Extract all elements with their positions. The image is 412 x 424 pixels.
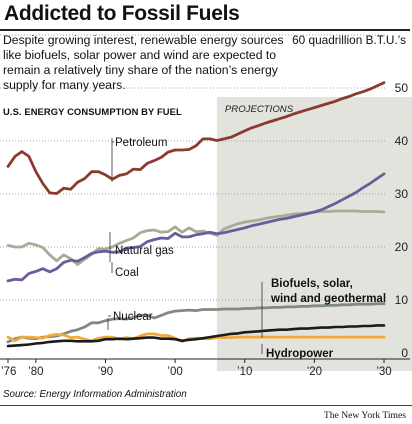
y-tick-label: 40 [395, 134, 409, 148]
x-tick-label: ’20 [307, 366, 322, 378]
label-natural-gas: Natural gas [115, 245, 174, 257]
series-line-natural-gas [6, 209, 386, 266]
chart-title: Addicted to Fossil Fuels [4, 2, 240, 25]
footer-rule [0, 405, 412, 406]
x-tick-label: ’00 [167, 366, 182, 378]
label-coal: Coal [115, 267, 139, 279]
y-tick-label: 30 [395, 187, 409, 201]
projection-label: PROJECTIONS [225, 104, 294, 115]
x-tick-label: ’80 [28, 366, 43, 378]
x-tick-label: ’76 [1, 366, 16, 378]
label-renewables-line: wind and geothermal [270, 293, 386, 305]
y-tick-label: 20 [395, 240, 409, 254]
x-tick-label: ’10 [237, 366, 252, 378]
label-nuclear: Nuclear [113, 311, 153, 323]
y-tick-label: 10 [395, 293, 409, 307]
chart-subtitle: Despite growing interest, renewable ener… [3, 33, 284, 92]
x-tick-label: ’90 [98, 366, 113, 378]
series-line-coal [6, 172, 386, 283]
label-renewables-line: Biofuels, solar, [271, 278, 353, 290]
series-line-petroleum [6, 81, 386, 195]
y-tick-label: 0 [401, 346, 408, 360]
title-rule [0, 29, 410, 31]
series-line-biofuels-solar-wind-geothermal [6, 324, 386, 348]
unit-label: 60 quadrillion B.T.U.’s [292, 33, 406, 47]
y-tick-label: 50 [395, 81, 409, 95]
source-note: Source: Energy Information Administratio… [3, 389, 187, 400]
projection-shading [216, 97, 412, 371]
credit-line: The New York Times [323, 410, 406, 421]
label-petroleum: Petroleum [115, 137, 167, 149]
chart-label: U.S. ENERGY CONSUMPTION BY FUEL [3, 106, 182, 117]
x-tick-label: ’30 [376, 366, 391, 378]
series-line-nuclear [6, 302, 386, 344]
label-hydropower: Hydropower [266, 348, 334, 360]
